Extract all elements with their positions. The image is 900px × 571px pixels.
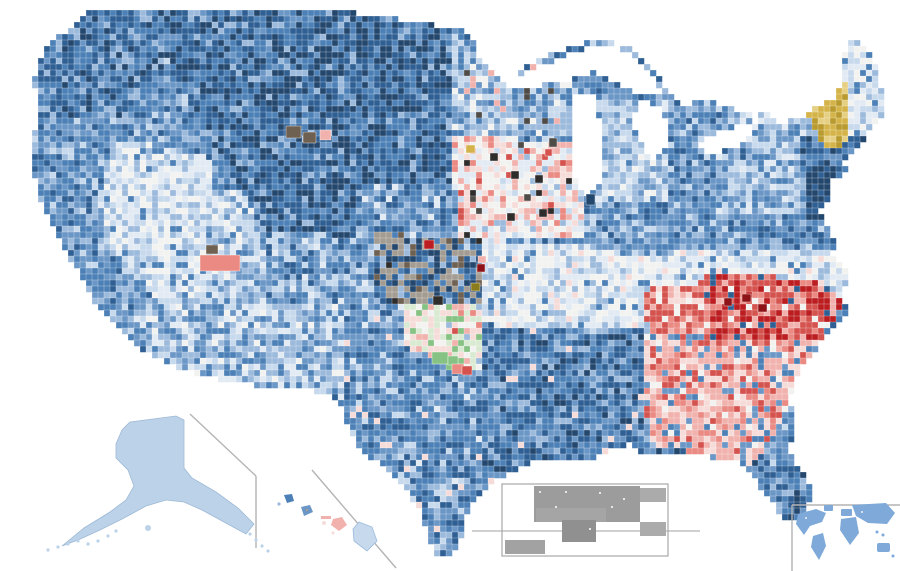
special-counties	[199, 125, 768, 376]
legend-box	[472, 483, 700, 557]
hawaii-inset	[277, 494, 378, 552]
world-map-inset	[796, 503, 895, 560]
county-grid	[31, 9, 885, 557]
inset-separator-lines	[189, 413, 900, 571]
alaska-inset	[46, 415, 270, 553]
